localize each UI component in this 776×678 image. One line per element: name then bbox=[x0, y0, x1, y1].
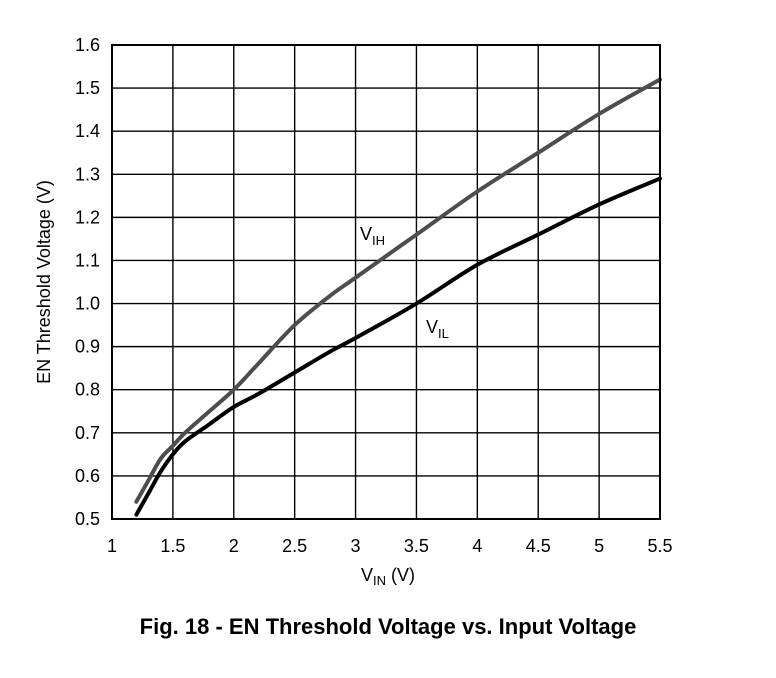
x-tick-label: 4 bbox=[472, 536, 482, 556]
y-tick-label: 1.2 bbox=[75, 207, 100, 227]
chart: 1 1.5 2 2.5 3 3.5 4 4.5 5 5.5 0.5 0.6 0.7 0.8 0.9 1.0 1… bbox=[34, 35, 673, 588]
y-tick-label: 0.8 bbox=[75, 380, 100, 400]
x-tick-label: 3.5 bbox=[404, 536, 429, 556]
y-tick-label: 1.0 bbox=[75, 294, 100, 314]
y-tick-label: 1.3 bbox=[75, 164, 100, 184]
y-axis-title: EN Threshold Voltage (V) bbox=[34, 180, 54, 384]
x-tick-labels: 1 1.5 2 2.5 3 3.5 4 4.5 5 5.5 bbox=[107, 536, 673, 556]
y-tick-label: 0.7 bbox=[75, 423, 100, 443]
vil-label-sub: IL bbox=[438, 326, 449, 341]
y-tick-label: 1.1 bbox=[75, 250, 100, 270]
grid bbox=[111, 44, 661, 520]
x-tick-label: 1.5 bbox=[160, 536, 185, 556]
series-line-vih bbox=[134, 77, 662, 504]
plot-frame bbox=[111, 44, 661, 520]
y-tick-label: 0.6 bbox=[75, 466, 100, 486]
x-tick-label: 5.5 bbox=[647, 536, 672, 556]
y-tick-label: 1.5 bbox=[75, 78, 100, 98]
x-axis-title-unit: (V) bbox=[386, 565, 415, 585]
y-tick-label: 0.5 bbox=[75, 509, 100, 529]
vih-curve-label: VIH bbox=[360, 224, 385, 248]
vih-label-main: V bbox=[360, 224, 372, 244]
vil-curve-label: VIL bbox=[426, 317, 449, 341]
y-tick-labels: 0.5 0.6 0.7 0.8 0.9 1.0 1.1 1.2 1.3 1.4 1.5 1.6 bbox=[75, 35, 100, 529]
y-tick-label: 1.4 bbox=[75, 121, 100, 141]
x-tick-label: 3 bbox=[351, 536, 361, 556]
series-layer bbox=[134, 77, 662, 517]
x-axis-title-sub: IN bbox=[373, 573, 386, 588]
series-line-vil bbox=[134, 176, 662, 517]
x-tick-label: 2.5 bbox=[282, 536, 307, 556]
vil-label-main: V bbox=[426, 317, 438, 337]
figure-caption: Fig. 18 - EN Threshold Voltage vs. Input… bbox=[139, 614, 637, 639]
y-tick-label: 0.9 bbox=[75, 337, 100, 357]
x-tick-label: 2 bbox=[229, 536, 239, 556]
x-tick-label: 1 bbox=[107, 536, 117, 556]
x-axis-title: VIN (V) bbox=[361, 565, 415, 588]
x-axis-title-main: V bbox=[361, 565, 373, 585]
vih-label-sub: IH bbox=[372, 233, 385, 248]
y-tick-label: 1.6 bbox=[75, 35, 100, 55]
x-tick-label: 4.5 bbox=[526, 536, 551, 556]
x-tick-label: 5 bbox=[594, 536, 604, 556]
